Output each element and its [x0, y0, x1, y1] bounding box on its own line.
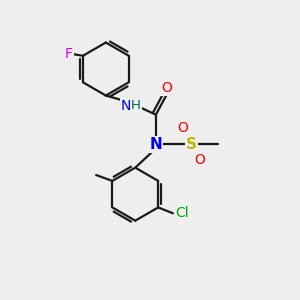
Text: N: N — [121, 99, 131, 113]
Text: O: O — [161, 81, 172, 95]
Text: N: N — [149, 136, 162, 152]
Text: Cl: Cl — [175, 206, 189, 220]
Text: F: F — [65, 47, 73, 61]
Text: O: O — [177, 121, 188, 135]
Text: H: H — [131, 99, 141, 112]
Text: O: O — [195, 153, 206, 167]
Text: S: S — [186, 136, 197, 152]
